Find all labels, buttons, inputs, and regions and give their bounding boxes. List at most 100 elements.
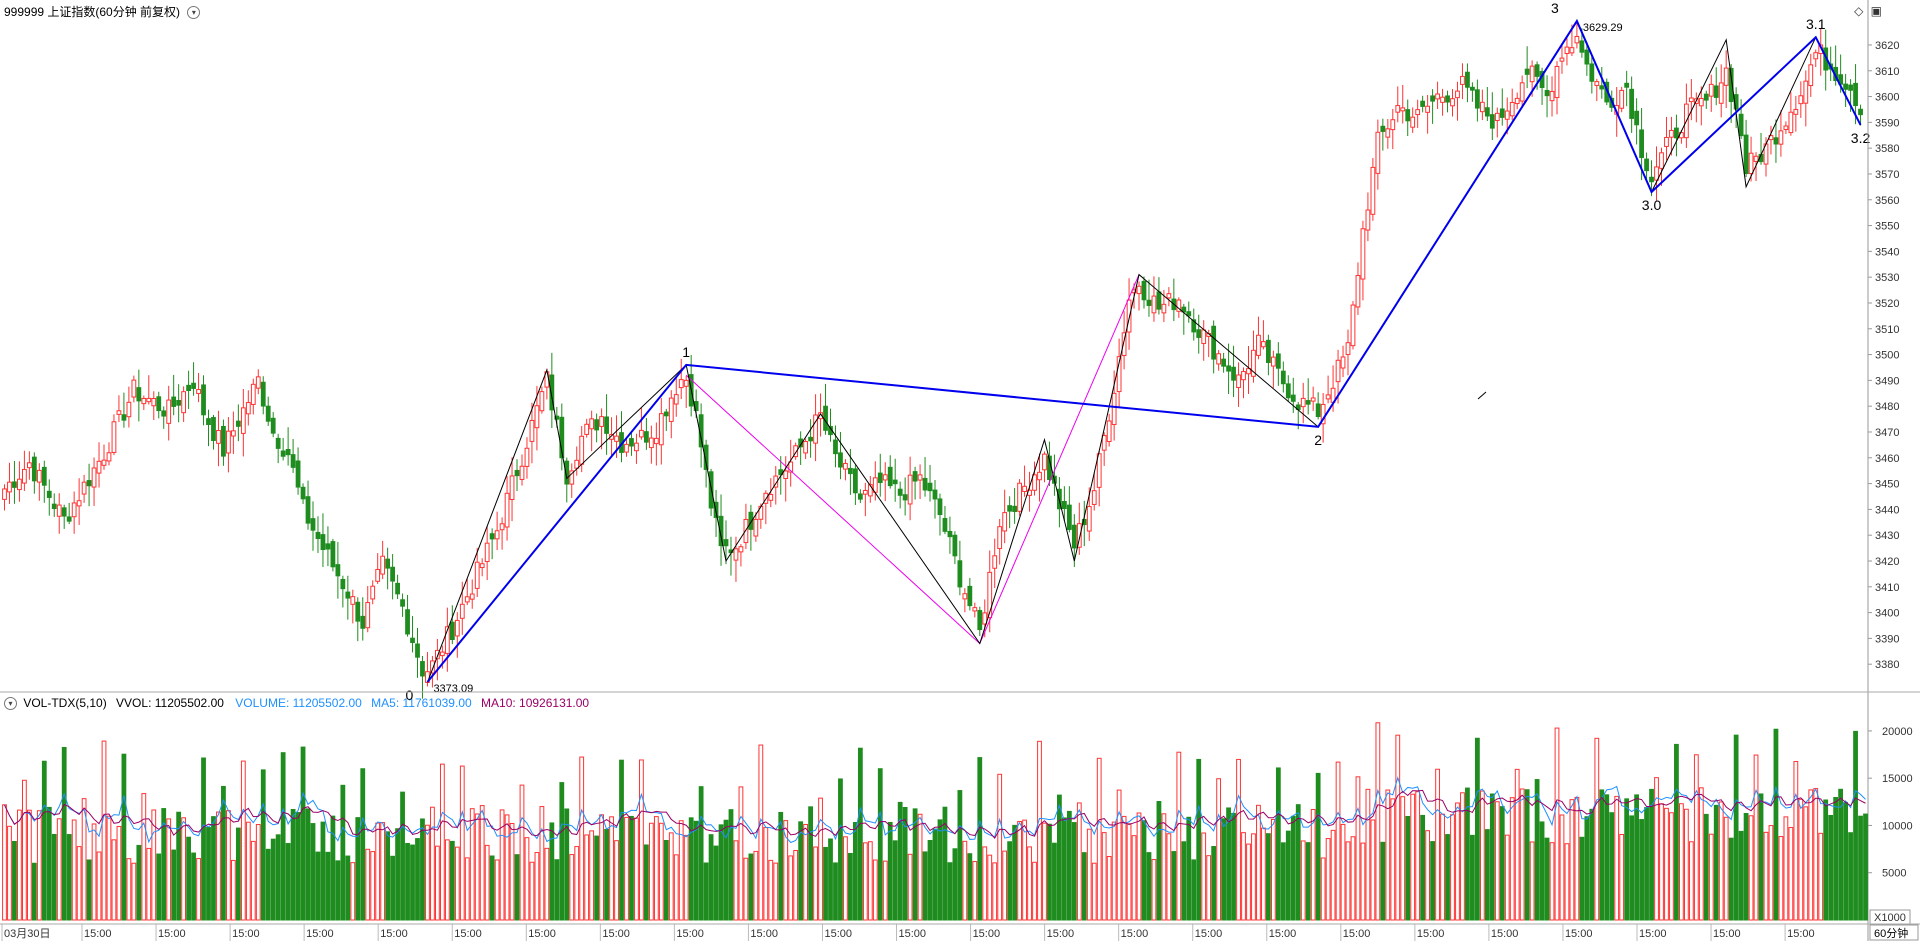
candle-body bbox=[1564, 46, 1570, 55]
candle-body bbox=[1325, 394, 1331, 400]
volume-bar bbox=[1156, 801, 1162, 921]
volume-bar bbox=[1151, 859, 1157, 921]
minor-zigzag-line bbox=[426, 20, 1861, 683]
volume-bar bbox=[235, 827, 241, 921]
volume-bar bbox=[1569, 799, 1575, 921]
candle-body bbox=[992, 555, 998, 569]
price-tick-label: 3520 bbox=[1875, 298, 1899, 310]
volume-bar bbox=[494, 859, 500, 921]
volume-bar bbox=[1519, 788, 1525, 921]
volume-bar bbox=[66, 834, 72, 921]
volume-bar bbox=[1848, 832, 1853, 921]
volume-bar bbox=[1664, 807, 1669, 921]
zigzag-lines bbox=[426, 18, 1862, 683]
candle-body bbox=[1156, 291, 1162, 310]
candle-body bbox=[1360, 228, 1366, 280]
candle-body bbox=[86, 480, 92, 487]
volume-bar bbox=[1181, 841, 1187, 921]
candle-body bbox=[1534, 64, 1540, 77]
volume-bar bbox=[564, 808, 570, 921]
volume-bar bbox=[320, 821, 326, 921]
volume-bar bbox=[778, 811, 784, 921]
volume-bar bbox=[469, 808, 475, 921]
volume-bar bbox=[1698, 787, 1704, 921]
volume-bar bbox=[733, 840, 739, 921]
candle-body bbox=[549, 374, 555, 411]
volume-bar bbox=[783, 820, 789, 921]
candle-body bbox=[1196, 329, 1202, 338]
volume-bar bbox=[1236, 758, 1241, 921]
time-tick-label: 15:00 bbox=[1343, 928, 1371, 940]
volume-bar bbox=[1564, 843, 1570, 921]
volume-bar bbox=[753, 850, 759, 921]
candle-body bbox=[216, 429, 221, 444]
candle-body bbox=[1191, 319, 1197, 333]
volume-bar bbox=[201, 757, 206, 921]
window-toggle-icon[interactable]: ▣ bbox=[1870, 4, 1882, 18]
volume-bar bbox=[1798, 798, 1804, 921]
volume-bar bbox=[1057, 794, 1062, 921]
candle-body bbox=[743, 518, 749, 544]
candle-body bbox=[136, 387, 142, 402]
candle-body bbox=[211, 417, 216, 441]
volume-bar bbox=[166, 818, 172, 921]
volume-bar bbox=[350, 862, 356, 921]
candle-body bbox=[1390, 119, 1396, 131]
volume-bar bbox=[624, 816, 629, 921]
volume-bar bbox=[1574, 796, 1580, 921]
candle-body bbox=[499, 523, 505, 531]
candle-body bbox=[848, 467, 853, 475]
chevron-down-icon[interactable]: ▾ bbox=[4, 697, 17, 711]
key-point-label: 1 bbox=[682, 344, 690, 360]
volume-bar bbox=[957, 790, 963, 921]
volume-bar bbox=[439, 763, 445, 921]
candle-body bbox=[1216, 353, 1222, 365]
volume-bar bbox=[181, 817, 187, 921]
vol-indicator-title: VOL-TDX(5,10) bbox=[23, 696, 107, 710]
volume-bar bbox=[444, 839, 450, 921]
volume-bar bbox=[1201, 832, 1207, 921]
volume-bar bbox=[1609, 812, 1615, 921]
volume-bar bbox=[788, 855, 794, 921]
candle-body bbox=[1395, 105, 1401, 113]
volume-bar bbox=[1425, 830, 1431, 921]
candle-body bbox=[390, 566, 396, 582]
volume-bar bbox=[1863, 813, 1868, 921]
price-tick-label: 3540 bbox=[1875, 246, 1899, 258]
candle-body bbox=[1479, 101, 1485, 113]
candle-body bbox=[902, 494, 908, 501]
volume-tick-label: 5000 bbox=[1882, 868, 1906, 880]
candle-body bbox=[1445, 95, 1450, 103]
volume-bar bbox=[504, 814, 510, 921]
candle-body bbox=[862, 489, 868, 495]
candle-body bbox=[1753, 155, 1759, 162]
volume-bar bbox=[713, 845, 719, 921]
volume-bar bbox=[151, 809, 157, 921]
volume-bar bbox=[773, 862, 779, 921]
candle-body bbox=[892, 479, 898, 485]
volume-bar bbox=[270, 838, 276, 921]
candle-body bbox=[1231, 366, 1236, 381]
candle-body bbox=[624, 443, 629, 453]
time-tick-label: 15:00 bbox=[602, 928, 630, 940]
volume-bar bbox=[315, 851, 321, 921]
volume-bar bbox=[1853, 730, 1858, 921]
time-tick-label: 03月30日 bbox=[4, 928, 50, 940]
candle-body bbox=[818, 412, 823, 420]
main-chart-title: 999999 上证指数(60分钟 前复权) bbox=[4, 5, 181, 19]
candle-body bbox=[1256, 334, 1261, 356]
candle-body bbox=[1400, 107, 1406, 112]
volume-bar bbox=[1325, 838, 1331, 921]
price-tick-label: 3470 bbox=[1875, 427, 1899, 439]
volume-bar bbox=[1266, 833, 1271, 921]
volume-bar bbox=[1559, 814, 1565, 921]
candle-body bbox=[1136, 285, 1142, 295]
volume-bar bbox=[46, 806, 52, 921]
candle-body bbox=[589, 418, 595, 430]
volume-bar bbox=[1679, 803, 1684, 921]
candle-body bbox=[569, 470, 575, 485]
candle-body bbox=[1176, 299, 1182, 312]
chevron-down-icon[interactable]: ▾ bbox=[187, 6, 201, 20]
diamond-icon[interactable]: ◇ bbox=[1854, 4, 1864, 18]
candle-body bbox=[1778, 130, 1784, 145]
